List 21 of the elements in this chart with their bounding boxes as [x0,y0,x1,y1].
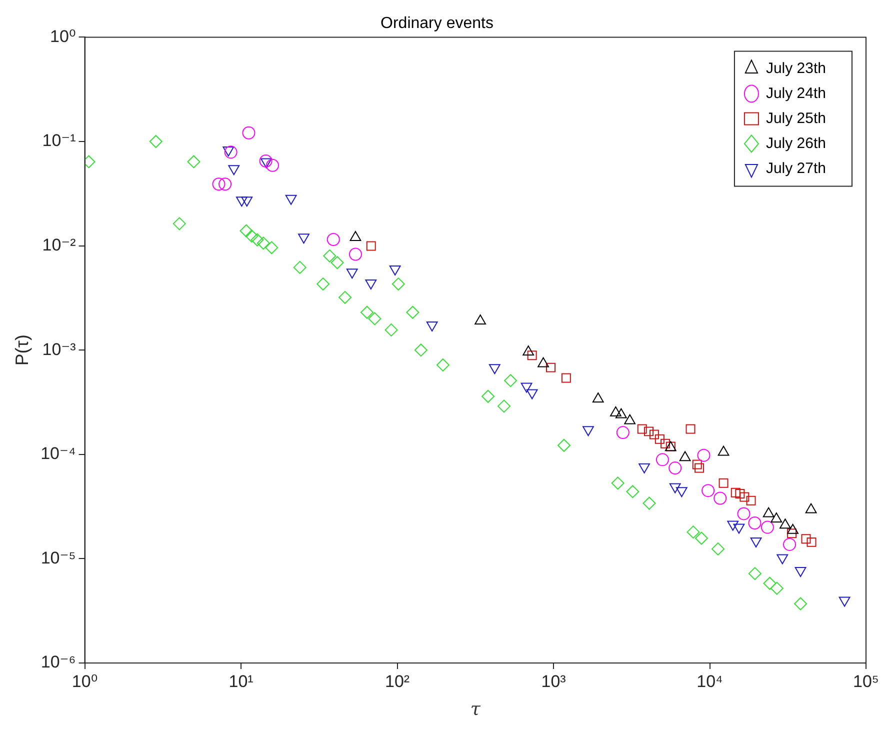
x-tick-label: 10¹ [228,672,254,691]
legend-label: July 25th [766,110,826,127]
x-axis-title: τ [470,698,482,720]
y-tick-label: 10⁻² [42,235,76,254]
x-tick-label: 10² [384,672,410,691]
x-tick-label: 10⁵ [853,672,879,691]
legend-label: July 26th [766,134,826,152]
y-tick-label: 10⁻³ [42,340,76,359]
legend-label: July 27th [766,160,826,177]
chart-title: Ordinary events [380,15,494,32]
y-tick-label: 10⁻⁵ [40,548,76,568]
y-tick-label: 10⁻⁶ [40,652,76,672]
x-tick-label: 10³ [541,672,566,691]
y-tick-label: 10⁻⁴ [40,444,76,464]
x-tick-label: 10⁴ [696,672,723,691]
y-tick-label: 10⁻¹ [42,131,76,150]
legend-label: July 24th [766,84,826,102]
x-tick-label: 10⁰ [72,672,98,691]
legend-label: July 23th [766,60,826,77]
y-axis-title: P(τ) [12,334,32,366]
y-tick-label: 10⁰ [50,26,76,46]
